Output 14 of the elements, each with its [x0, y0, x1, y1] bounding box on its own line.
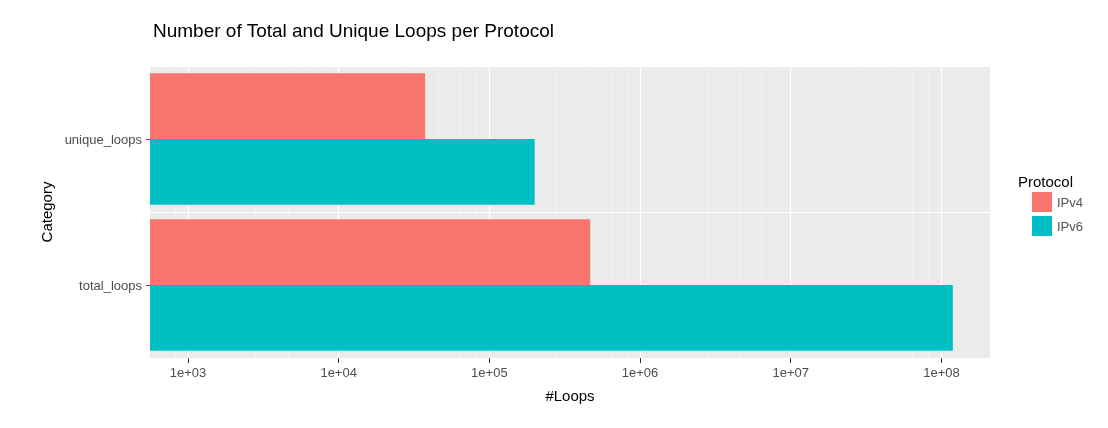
x-axis-title: #Loops — [545, 387, 595, 404]
y-axis-title: Category — [37, 181, 55, 243]
legend-title: Protocol — [1017, 173, 1073, 190]
x-tick-label: 1e+07 — [772, 365, 809, 380]
y-tick-label: total_loops — [79, 277, 143, 293]
chart-title: Number of Total and Unique Loops per Protocol — [153, 20, 555, 41]
y-tick-label: unique_loops — [64, 131, 143, 147]
x-tick-label: 1e+04 — [320, 365, 357, 380]
x-tick-label: 1e+03 — [169, 365, 207, 380]
x-tick-label: 1e+05 — [471, 365, 508, 380]
legend-label: IPv6 — [1056, 218, 1083, 234]
legend-label: IPv4 — [1056, 194, 1083, 210]
x-tick-label: 1e+08 — [923, 365, 960, 380]
x-tick-label: 1e+06 — [621, 365, 659, 380]
